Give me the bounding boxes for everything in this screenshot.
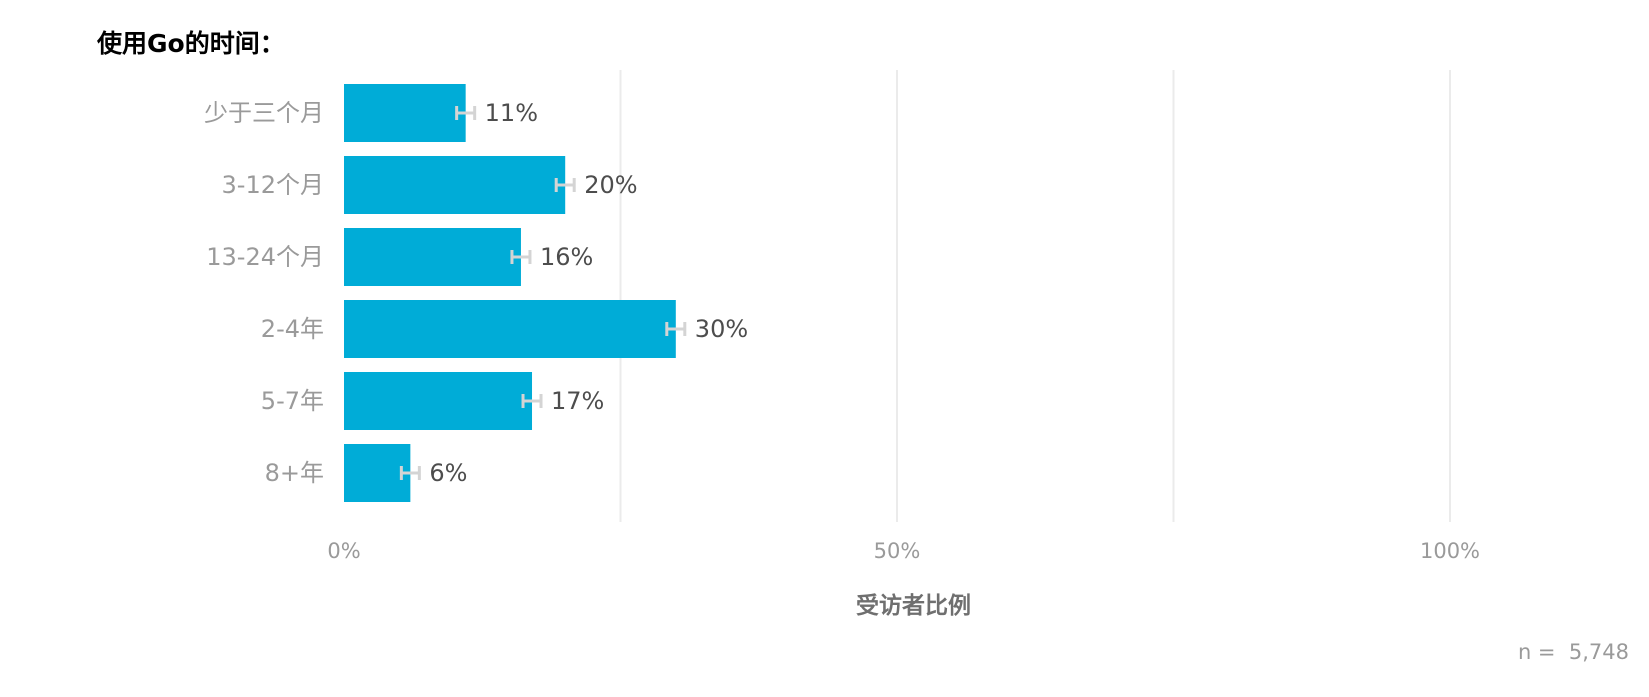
- bar: [344, 300, 676, 358]
- bar: [344, 444, 411, 502]
- y-category-label: 5-7年: [261, 387, 324, 415]
- x-axis-label: 受访者比例: [856, 593, 971, 619]
- y-category-label: 3-12个月: [222, 171, 324, 199]
- x-tick-label: 100%: [1420, 539, 1480, 563]
- x-tick-label: 50%: [874, 539, 921, 563]
- y-category-label: 13-24个月: [206, 243, 324, 271]
- bar: [344, 84, 466, 142]
- y-category-label: 少于三个月: [204, 99, 324, 127]
- y-category-label: 8+年: [265, 459, 324, 487]
- x-tick-label: 0%: [327, 539, 360, 563]
- bar: [344, 228, 521, 286]
- y-category-label: 2-4年: [261, 315, 324, 343]
- bar-value-label: 20%: [584, 171, 637, 199]
- bar-value-label: 11%: [485, 99, 538, 127]
- chart-title: 使用Go的时间：: [97, 29, 285, 58]
- bar: [344, 372, 533, 430]
- bar-value-label: 17%: [551, 387, 604, 415]
- sample-size-note: n = 5,748: [1517, 640, 1629, 664]
- bar-value-label: 6%: [429, 459, 467, 487]
- bar-value-label: 16%: [540, 243, 593, 271]
- bar-value-label: 30%: [695, 315, 748, 343]
- bar: [344, 156, 566, 214]
